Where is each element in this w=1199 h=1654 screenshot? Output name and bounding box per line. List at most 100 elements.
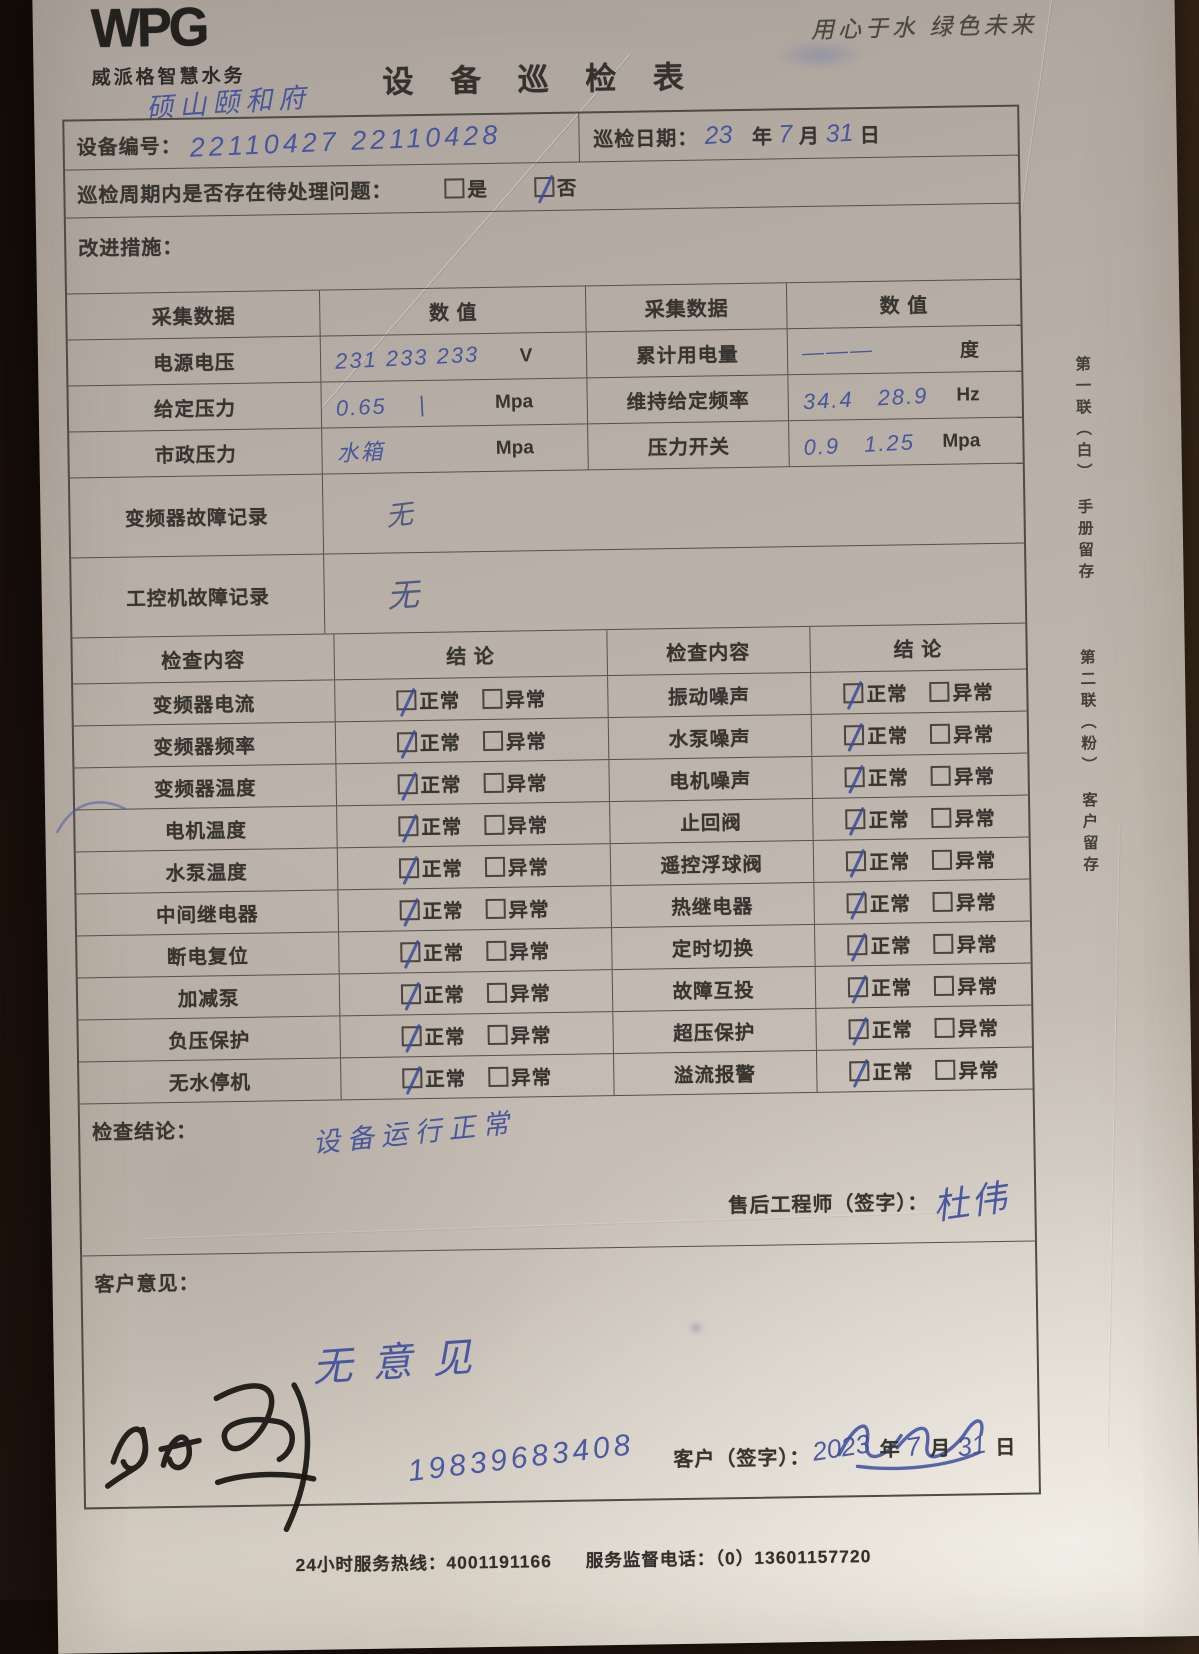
pen-check-slash bbox=[848, 806, 865, 836]
checkbox-abnormal[interactable] bbox=[485, 898, 506, 919]
option-abnormal: 异常 bbox=[932, 886, 997, 916]
checkbox-abnormal[interactable] bbox=[483, 772, 504, 793]
option-normal-label: 正常 bbox=[871, 977, 913, 1001]
check-item-label: 断电复位 bbox=[77, 932, 340, 978]
collect-value-cell: 231 233 233 V bbox=[321, 332, 588, 382]
checkbox-normal-checked[interactable] bbox=[848, 974, 869, 1004]
option-abnormal: 异常 bbox=[484, 851, 549, 881]
option-normal-label: 正常 bbox=[869, 851, 911, 875]
option-abnormal: 异常 bbox=[931, 802, 996, 832]
checkbox-abnormal[interactable] bbox=[482, 688, 503, 709]
option-normal: 正常 bbox=[844, 761, 909, 794]
option-abnormal: 异常 bbox=[934, 1012, 999, 1042]
engineer-sign-line: 售后工程师（签字）： 杜伟 bbox=[728, 1173, 1011, 1229]
check-result-cell: 正常 异常 bbox=[337, 802, 611, 848]
checkbox-abnormal[interactable] bbox=[934, 1017, 956, 1038]
option-abnormal: 异常 bbox=[934, 970, 998, 1000]
checkbox-normal-checked[interactable] bbox=[396, 729, 418, 759]
option-normal: 正常 bbox=[846, 845, 911, 878]
fault-record-value-cell: 无 bbox=[323, 464, 1024, 554]
customer-date-line: 2023 年 7 月 31 日 bbox=[810, 1428, 1017, 1467]
checkbox-abnormal[interactable] bbox=[487, 1024, 508, 1045]
customer-signature bbox=[837, 1419, 984, 1471]
checkbox-abnormal[interactable] bbox=[487, 1066, 509, 1087]
checkbox-abnormal[interactable] bbox=[929, 681, 950, 702]
check-item-label: 遥控浮球阀 bbox=[610, 840, 814, 886]
option-normal-label: 正常 bbox=[867, 725, 909, 749]
year-unit: 年 bbox=[751, 125, 774, 149]
checkbox-abnormal[interactable] bbox=[934, 975, 955, 996]
wpg-logo-mark: WPG bbox=[90, 0, 207, 60]
checkbox-abnormal[interactable] bbox=[484, 856, 506, 877]
checkbox-abnormal[interactable] bbox=[484, 814, 505, 835]
date-year-unit: 年 bbox=[879, 1438, 901, 1461]
handwritten-value: 231 233 233 bbox=[334, 341, 481, 374]
check-header-4: 结 论 bbox=[893, 638, 943, 662]
option-abnormal-label: 异常 bbox=[510, 1025, 552, 1048]
collect-value-cell: ——— 度 bbox=[788, 326, 1021, 375]
checkbox-normal-checked[interactable] bbox=[843, 680, 864, 710]
check-header-1: 检查内容 bbox=[72, 634, 336, 684]
collect-header-1: 采集数据 bbox=[66, 290, 322, 340]
option-normal: 正常 bbox=[399, 894, 464, 927]
handwritten-phone-number: 19839683408 bbox=[406, 1428, 636, 1489]
checkbox-abnormal[interactable] bbox=[930, 765, 952, 786]
check-header-3: 检查内容 bbox=[606, 626, 811, 676]
option-normal: 正常 bbox=[396, 726, 461, 759]
collect-item-label: 维持给定频率 bbox=[587, 375, 790, 424]
spacer bbox=[552, 1567, 586, 1568]
pen-check-slash bbox=[400, 771, 417, 801]
pen-check-slash bbox=[404, 981, 420, 1011]
checkbox-normal-checked[interactable] bbox=[844, 722, 865, 752]
checkbox-abnormal[interactable] bbox=[482, 730, 504, 751]
checkbox-normal-checked[interactable] bbox=[401, 1023, 422, 1053]
option-normal: 正常 bbox=[401, 1062, 466, 1095]
pen-check-slash bbox=[848, 764, 864, 794]
checkbox-normal-checked[interactable] bbox=[846, 890, 868, 920]
checkbox-normal-checked[interactable] bbox=[848, 1016, 870, 1046]
margin-pen-scribble bbox=[56, 801, 127, 834]
checkbox-normal-checked[interactable] bbox=[397, 771, 418, 801]
option-normal-label: 正常 bbox=[870, 935, 912, 959]
checkbox-normal-checked[interactable] bbox=[845, 806, 866, 836]
checkbox-normal-checked[interactable] bbox=[849, 1058, 870, 1088]
checkbox-abnormal[interactable] bbox=[933, 933, 954, 954]
checkbox-normal-checked[interactable] bbox=[844, 764, 866, 794]
check-item-label: 热继电器 bbox=[610, 882, 815, 928]
checkbox-abnormal[interactable] bbox=[486, 940, 507, 961]
checkbox-normal-checked[interactable] bbox=[398, 813, 419, 843]
month-unit: 月 bbox=[798, 125, 821, 148]
checkbox-normal-checked[interactable] bbox=[400, 981, 421, 1011]
fault-record-row: 变频器故障记录 无 bbox=[69, 462, 1025, 558]
option-normal-label: 正常 bbox=[868, 809, 910, 833]
option-abnormal-label: 异常 bbox=[957, 976, 999, 999]
option-normal-label: 正常 bbox=[421, 816, 463, 840]
checkbox-normal-checked[interactable] bbox=[846, 848, 867, 878]
handwritten-value: 水箱 bbox=[336, 438, 386, 466]
checkbox-abnormal[interactable] bbox=[932, 891, 954, 912]
customer-sign-label: 客户（签字）： bbox=[673, 1447, 811, 1472]
checkbox-normal-checked[interactable] bbox=[396, 687, 417, 717]
option-normal-label: 正常 bbox=[866, 683, 908, 707]
checkbox-abnormal[interactable] bbox=[486, 982, 507, 1003]
unit-label: Mpa bbox=[495, 436, 534, 459]
collect-header-3: 采集数据 bbox=[586, 283, 789, 332]
checkbox-no-checked[interactable] bbox=[533, 174, 555, 204]
check-result-cell: 正常 异常 bbox=[335, 718, 609, 764]
collect-item-label: 给定压力 bbox=[68, 382, 323, 432]
option-yes-label: 是 bbox=[467, 178, 489, 202]
checkbox-abnormal[interactable] bbox=[930, 723, 951, 744]
checkbox-normal-checked[interactable] bbox=[847, 932, 868, 962]
inspect-day-value: 31 bbox=[825, 118, 855, 148]
option-normal-label: 正常 bbox=[422, 900, 464, 924]
checkbox-normal-checked[interactable] bbox=[399, 897, 420, 927]
checkbox-normal-checked[interactable] bbox=[398, 855, 420, 885]
engineer-sign-label: 售后工程师（签字）： bbox=[728, 1191, 929, 1217]
checkbox-normal-checked[interactable] bbox=[400, 939, 421, 969]
checkbox-abnormal[interactable] bbox=[931, 807, 952, 828]
checkbox-yes[interactable] bbox=[444, 177, 465, 199]
checkbox-normal-checked[interactable] bbox=[401, 1065, 423, 1095]
checkbox-abnormal[interactable] bbox=[935, 1059, 956, 1080]
option-abnormal-label: 异常 bbox=[955, 850, 997, 873]
checkbox-abnormal[interactable] bbox=[932, 849, 953, 870]
